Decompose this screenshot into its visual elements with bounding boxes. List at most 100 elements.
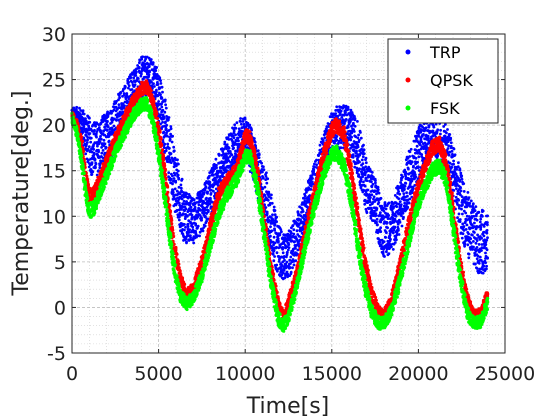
data-point-trp — [125, 92, 129, 95]
data-point-trp — [206, 192, 209, 195]
data-point-trp — [457, 212, 461, 216]
data-point-trp — [88, 120, 92, 124]
data-point-trp — [475, 239, 479, 243]
data-point-trp — [126, 86, 130, 90]
data-point-trp — [89, 140, 93, 144]
data-point-trp — [479, 217, 483, 221]
data-point-trp — [204, 215, 207, 218]
data-point-trp — [105, 129, 109, 132]
data-point-trp — [356, 120, 359, 123]
data-point-trp — [232, 146, 236, 150]
data-point-trp — [486, 236, 489, 240]
data-point-trp — [160, 85, 164, 89]
data-point-trp — [172, 149, 176, 153]
series-layer — [70, 55, 490, 333]
data-point-trp — [365, 179, 369, 183]
data-point-trp — [99, 137, 103, 141]
data-point-trp — [273, 241, 277, 245]
data-point-trp — [460, 174, 464, 178]
data-point-trp — [181, 202, 185, 206]
data-point-trp — [486, 256, 489, 260]
data-point-trp — [186, 214, 189, 218]
data-point-trp — [167, 118, 170, 122]
data-point-trp — [281, 246, 285, 249]
data-point-trp — [110, 120, 114, 124]
data-point-trp — [312, 168, 316, 172]
data-point-trp — [295, 229, 299, 233]
data-point-trp — [363, 173, 367, 177]
data-point-trp — [140, 57, 144, 61]
data-point-trp — [269, 225, 272, 229]
data-point-trp — [473, 262, 477, 266]
data-point-trp — [98, 163, 102, 167]
data-point-trp — [416, 160, 419, 164]
data-point-trp — [448, 133, 452, 136]
data-point-trp — [93, 158, 97, 162]
data-point-trp — [97, 169, 100, 173]
data-point-trp — [458, 218, 462, 221]
data-point-trp — [359, 136, 363, 140]
data-point-trp — [179, 183, 183, 187]
data-point-trp — [171, 188, 175, 192]
data-point-trp — [475, 267, 479, 270]
data-point-trp — [200, 216, 204, 220]
data-point-trp — [150, 80, 153, 84]
data-point-trp — [366, 188, 370, 192]
data-point-trp — [387, 201, 391, 205]
data-point-trp — [339, 146, 343, 150]
data-point-qpsk — [86, 182, 90, 187]
data-point-trp — [191, 238, 195, 242]
data-point-trp — [184, 207, 188, 211]
data-point-trp — [208, 174, 211, 178]
data-point-trp — [275, 251, 279, 255]
data-point-trp — [427, 124, 431, 127]
data-point-trp — [263, 185, 267, 189]
data-point-trp — [294, 246, 297, 250]
data-point-trp — [169, 161, 173, 165]
data-point-trp — [370, 185, 374, 189]
data-point-trp — [379, 226, 383, 230]
data-point-trp — [155, 77, 159, 81]
data-point-trp — [81, 109, 85, 113]
data-point-trp — [276, 239, 280, 243]
data-point-trp — [445, 131, 448, 135]
data-point-trp — [406, 194, 409, 198]
data-point-trp — [107, 139, 111, 143]
data-point-trp — [478, 220, 482, 224]
data-point-trp — [450, 165, 454, 169]
data-point-trp — [359, 178, 363, 181]
data-point-trp — [206, 210, 210, 214]
data-point-trp — [286, 272, 290, 276]
data-point-trp — [163, 98, 167, 102]
data-point-trp — [115, 118, 118, 122]
data-point-trp — [351, 153, 355, 157]
data-point-trp — [450, 149, 454, 153]
data-point-trp — [477, 243, 481, 246]
data-point-trp — [253, 137, 256, 140]
data-point-trp — [95, 130, 99, 133]
data-point-trp — [365, 211, 369, 215]
data-point-trp — [234, 133, 238, 137]
data-point-trp — [159, 93, 162, 96]
data-point-trp — [364, 161, 368, 165]
data-point-trp — [199, 208, 203, 212]
data-point-trp — [136, 64, 140, 67]
data-point-trp — [395, 205, 399, 209]
data-point-trp — [474, 205, 478, 209]
data-point-qpsk — [178, 269, 182, 273]
data-point-trp — [466, 191, 470, 194]
data-point-trp — [475, 218, 479, 222]
data-point-trp — [375, 220, 378, 224]
data-point-trp — [485, 248, 489, 252]
data-point-trp — [390, 245, 393, 249]
data-point-trp — [452, 159, 455, 163]
data-point-trp — [370, 209, 374, 213]
data-point-trp — [183, 228, 186, 232]
data-point-trp — [276, 269, 279, 273]
data-point-trp — [176, 173, 180, 177]
data-point-trp — [394, 214, 398, 218]
data-point-trp — [93, 152, 96, 156]
data-point-trp — [226, 149, 230, 153]
data-point-trp — [482, 225, 486, 228]
data-point-trp — [130, 88, 134, 91]
